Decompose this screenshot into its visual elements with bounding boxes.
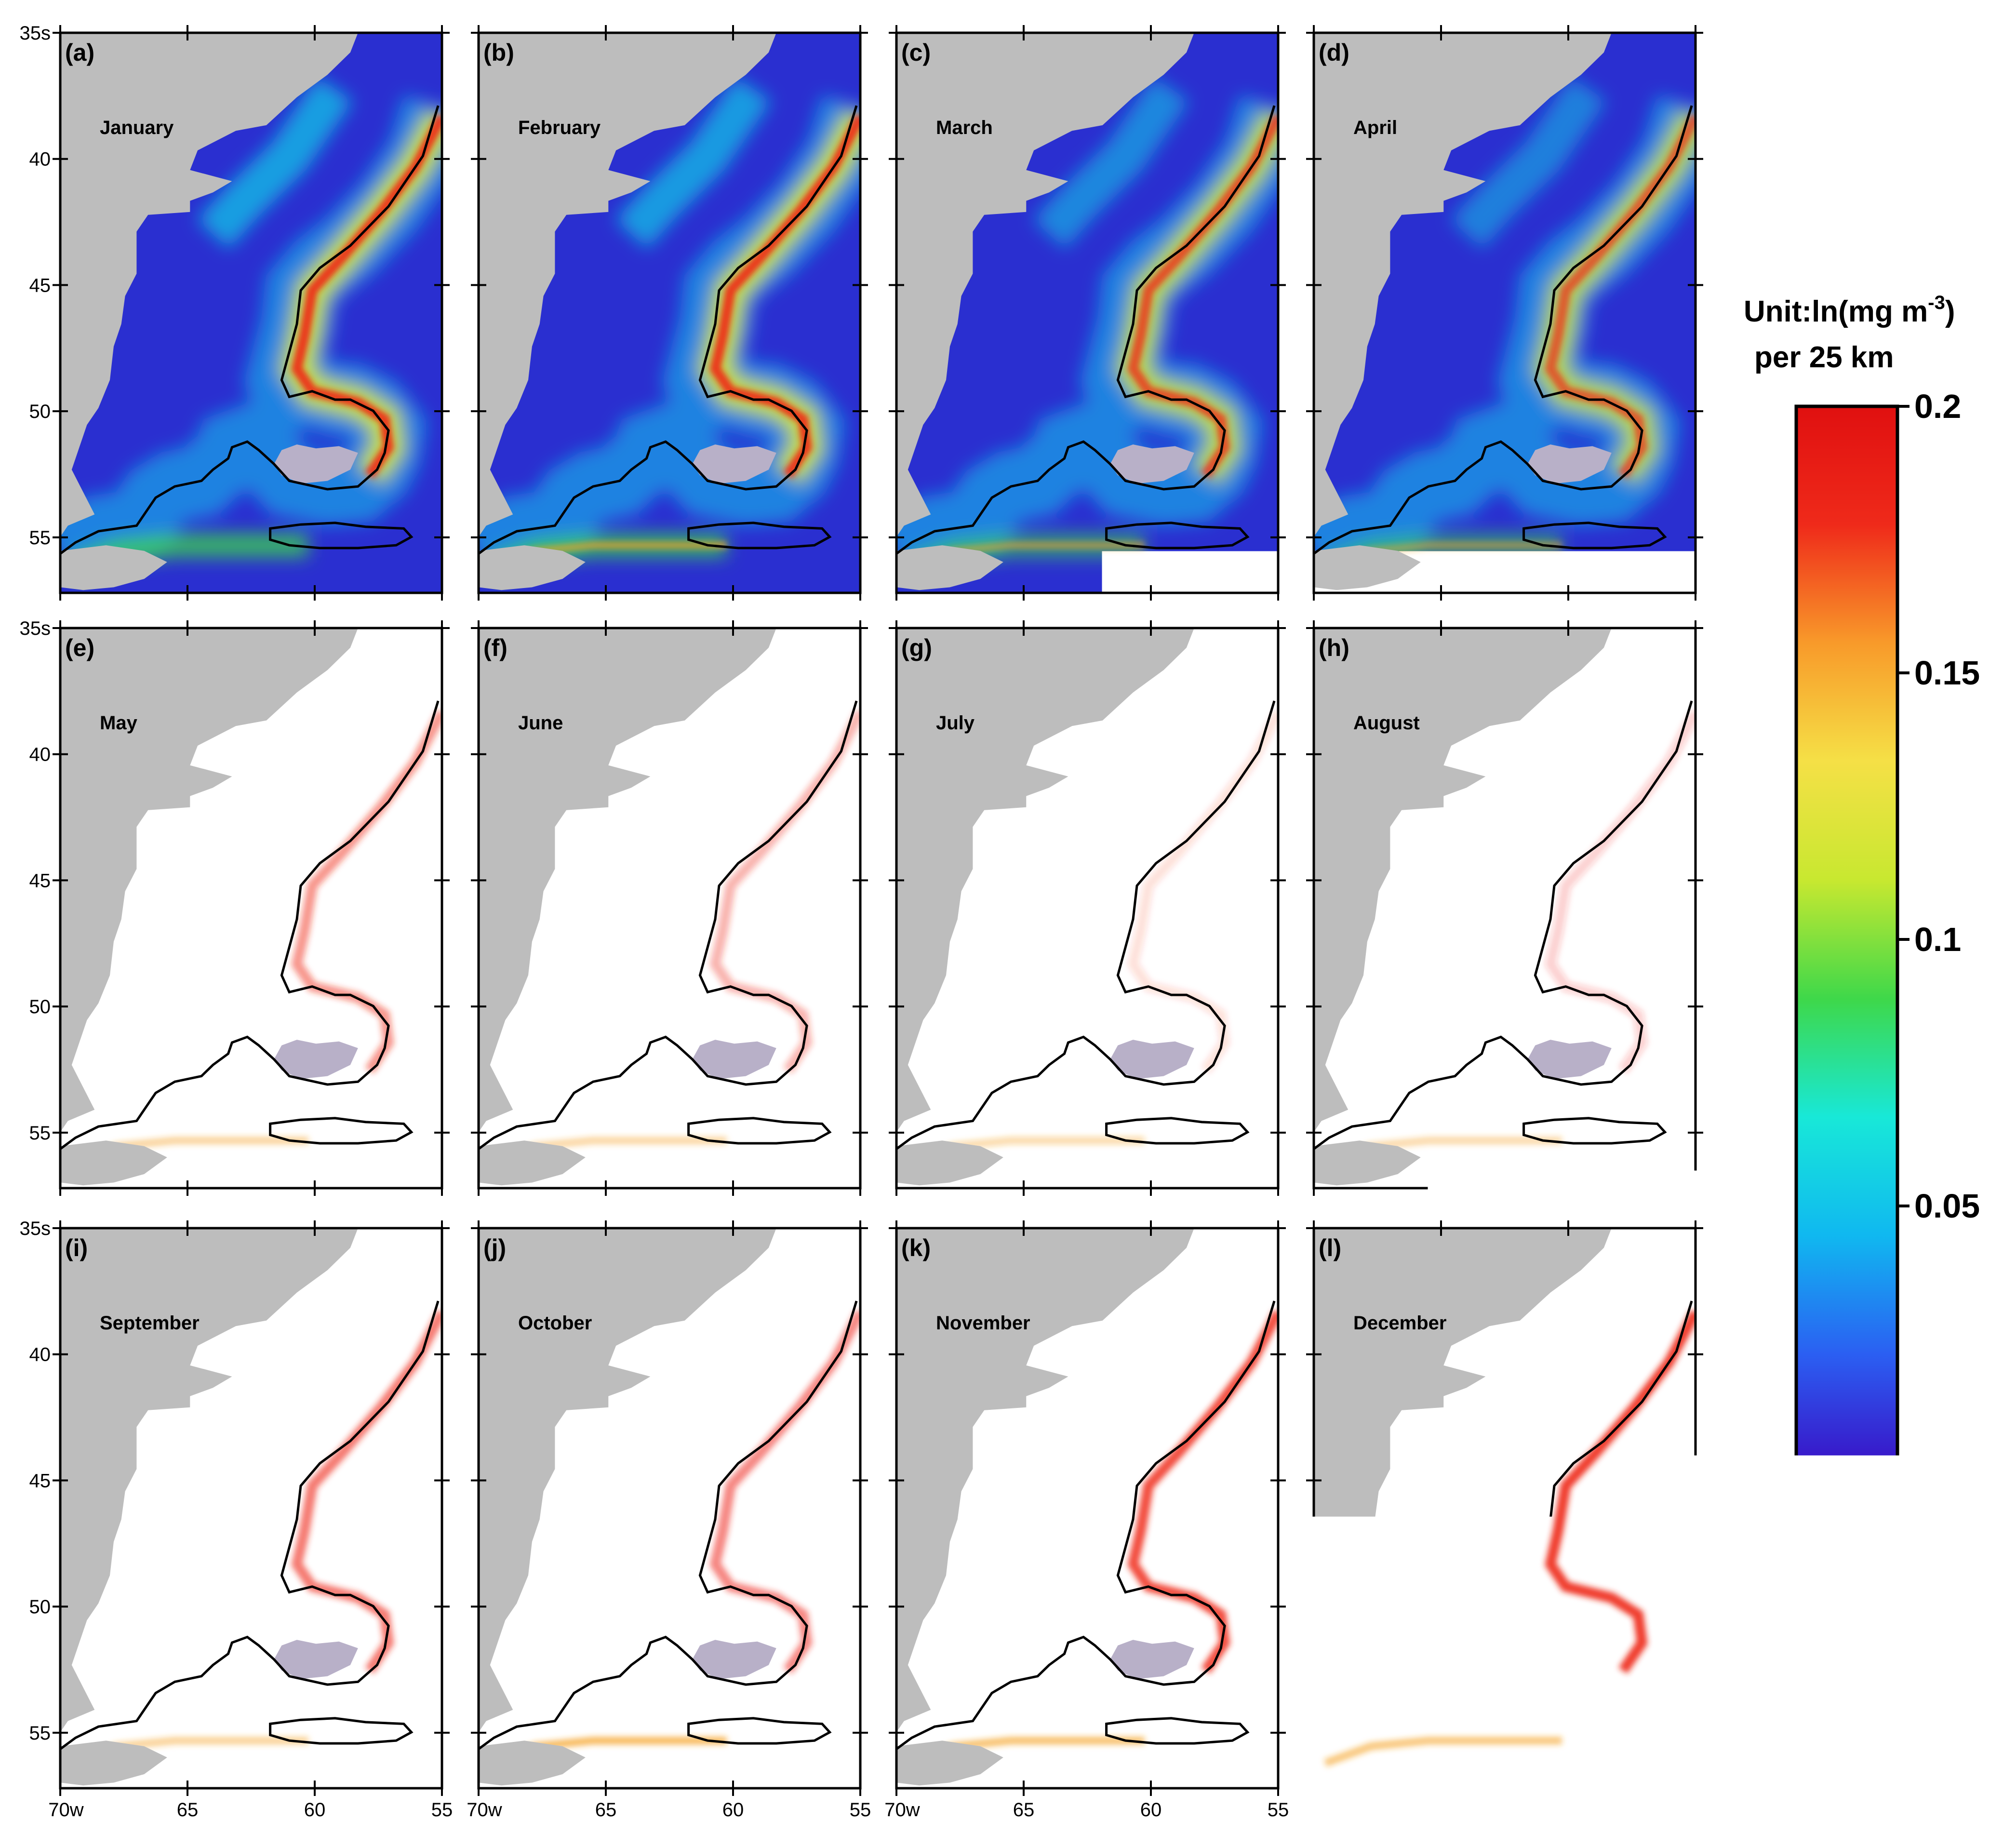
month-label: September: [100, 1312, 200, 1334]
month-label: June: [518, 712, 563, 734]
lat-tick-label: 55: [29, 1723, 51, 1744]
panel-letter: (e): [65, 634, 94, 661]
lat-tick-label: 45: [29, 870, 51, 891]
lat-tick-label: 35s: [20, 23, 51, 44]
colorbar-tick-label: 0.15: [1914, 654, 1980, 692]
map-panel: 35s 40 45 50 55 70w 65 60 55 (i) September: [20, 1218, 453, 1821]
lat-tick-label: 55: [29, 527, 51, 549]
map-panel: (c) March: [889, 25, 1286, 601]
colorbar-title-line2: per 25 km: [1754, 341, 1894, 374]
panel-letter: (f): [483, 634, 507, 661]
lat-tick-label: 45: [29, 275, 51, 296]
lon-tick-label: 70w: [48, 1799, 83, 1821]
lon-tick-label: 65: [595, 1799, 617, 1821]
month-label: August: [1353, 712, 1420, 734]
colorbar-title-line1: Unit:ln(mg m-3): [1744, 292, 1955, 328]
lat-tick-label: 50: [29, 996, 51, 1018]
map-panel: (d) April: [1306, 25, 1703, 601]
month-label: December: [1353, 1312, 1446, 1334]
month-label: July: [936, 712, 975, 734]
month-label: November: [936, 1312, 1030, 1334]
lat-tick-label: 40: [29, 149, 51, 170]
lon-tick-label: 70w: [884, 1799, 920, 1821]
lon-tick-label: 70w: [467, 1799, 502, 1821]
map-panel: (b) February: [471, 25, 868, 601]
panel-letter: (i): [65, 1234, 88, 1261]
lat-tick-label: 35s: [20, 1218, 51, 1239]
map-panel: (h) August: [1306, 620, 1703, 1196]
month-label: January: [100, 117, 174, 138]
lon-tick-label: 60: [722, 1799, 744, 1821]
month-label: May: [100, 712, 138, 734]
panel-letter: (d): [1319, 39, 1349, 66]
lon-tick-label: 60: [1558, 1799, 1579, 1821]
map-panel: 35s 40 45 50 55 (a) January: [20, 23, 450, 601]
map-panel: 70w 65 60 55 (k) November: [884, 1220, 1289, 1821]
lon-tick-label: 65: [177, 1799, 199, 1821]
month-label: February: [518, 117, 601, 138]
lon-tick-label: 55: [431, 1799, 453, 1821]
map-panel: 70w 65 60 55 (j) October: [467, 1220, 871, 1821]
panel-letter: (h): [1319, 634, 1349, 661]
lat-tick-label: 40: [29, 1344, 51, 1366]
colorbar-tick-label: 0.1: [1914, 921, 1961, 958]
lon-tick-label: 65: [1430, 1799, 1452, 1821]
colorbar-tick-label: 0: [1914, 1454, 1933, 1491]
lon-tick-label: 55: [850, 1799, 871, 1821]
colorbar-tick-label: 0.05: [1914, 1187, 1980, 1225]
lat-tick-label: 50: [29, 401, 51, 422]
map-panel: (f) June: [471, 620, 868, 1196]
lon-tick-label: 60: [1140, 1799, 1162, 1821]
month-label: October: [518, 1312, 592, 1334]
map-panel: (g) July: [889, 620, 1286, 1196]
panel-letter: (l): [1319, 1234, 1341, 1261]
lon-tick-label: 65: [1013, 1799, 1035, 1821]
colorbar-tick-label: 0.2: [1914, 388, 1961, 425]
panel-letter: (g): [901, 634, 932, 661]
lon-tick-label: 70w: [1302, 1799, 1337, 1821]
lat-tick-label: 40: [29, 744, 51, 765]
panel-letter: (c): [901, 39, 931, 66]
panel-letter: (a): [65, 39, 94, 66]
map-panels: 35s 40 45 50 55 (a) January (b) February (c) March…: [20, 23, 1707, 1821]
colorbar-ramp: [1796, 406, 1897, 1473]
month-label: April: [1353, 117, 1397, 138]
lon-tick-label: 55: [1685, 1799, 1707, 1821]
map-panel: 35s 40 45 50 55 (e) May: [20, 618, 450, 1196]
panel-letter: (k): [901, 1234, 931, 1261]
panel-letter: (j): [483, 1234, 506, 1261]
lon-tick-label: 55: [1268, 1799, 1289, 1821]
lat-tick-label: 50: [29, 1596, 51, 1618]
lat-tick-label: 45: [29, 1470, 51, 1491]
colorbar: 0 0.05 0.1 0.15 0.2 Unit:ln(mg m-3) per 25 km: [1744, 292, 1980, 1491]
lat-tick-label: 35s: [20, 618, 51, 639]
map-panel: 70w 65 60 55 (l) December: [1302, 1220, 1706, 1821]
month-label: March: [936, 117, 993, 138]
panel-letter: (b): [483, 39, 514, 66]
lon-tick-label: 60: [304, 1799, 326, 1821]
lat-tick-label: 55: [29, 1123, 51, 1144]
